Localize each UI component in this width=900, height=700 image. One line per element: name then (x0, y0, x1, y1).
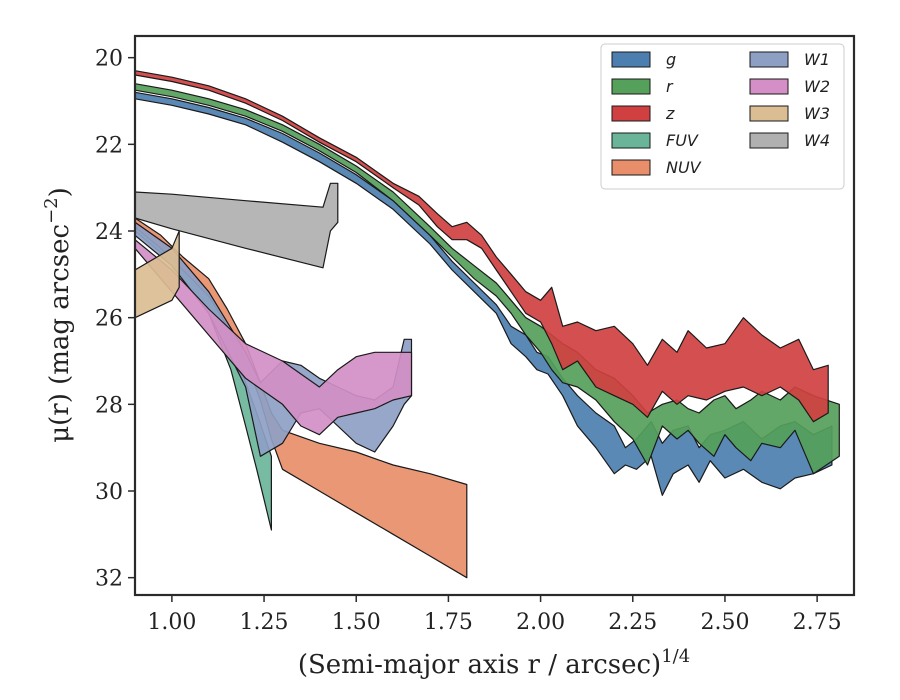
legend-label-nuv: NUV (666, 158, 702, 177)
legend-label-g: g (666, 50, 676, 69)
x-tick-label: 2.50 (700, 610, 749, 635)
x-axis-ticks: 1.00 1.25 1.50 1.75 2.00 2.25 2.50 2.75 (147, 595, 842, 635)
legend-swatch-g (611, 51, 651, 68)
legend-swatch-w1 (749, 51, 789, 68)
legend-swatch-nuv (611, 159, 651, 176)
y-tick-label: 28 (95, 393, 123, 418)
legend-swatch-w2 (749, 78, 789, 95)
band-w4 (135, 182, 339, 269)
legend-swatch-z (611, 105, 651, 122)
y-tick-label: 22 (95, 133, 123, 158)
x-axis-title: (Semi-major axis r / arcsec)1/4 (298, 646, 690, 680)
x-tick-label: 2.00 (516, 610, 565, 635)
legend-label-fuv: FUV (666, 131, 699, 150)
legend-swatch-fuv (611, 132, 651, 149)
y-axis-ticks: 20 22 24 26 28 30 32 (95, 47, 135, 592)
band-z (135, 70, 829, 423)
x-tick-label: 2.75 (793, 610, 842, 635)
x-tick-label: 1.00 (147, 610, 196, 635)
y-tick-label: 20 (95, 47, 123, 72)
band-w3 (135, 230, 180, 319)
legend-label-w4: W4 (804, 131, 830, 150)
legend-label-w2: W2 (804, 77, 830, 96)
x-tick-label: 1.50 (332, 610, 381, 635)
band-g (135, 91, 833, 496)
legend-label-r: r (666, 77, 674, 96)
legend-swatch-r (611, 78, 651, 95)
y-tick-label: 32 (95, 567, 123, 592)
y-tick-label: 30 (95, 480, 123, 505)
y-tick-label: 24 (95, 220, 123, 245)
legend-label-w1: W1 (804, 50, 830, 69)
x-tick-label: 1.75 (424, 610, 473, 635)
legend: grz FUV NUV W1 W2 W3 W4 (600, 43, 845, 190)
band-r (135, 83, 840, 475)
legend-label-z: z (665, 104, 675, 123)
plot-frame (133, 34, 856, 597)
band-w2 (135, 239, 413, 436)
legend-swatch-w3 (749, 105, 789, 122)
y-axis-title: μ(r) (mag arcsec−2) (41, 187, 75, 443)
legend-label-w3: W3 (804, 104, 830, 123)
legend-swatch-w4 (749, 132, 789, 149)
profile-bands (135, 70, 840, 579)
x-tick-label: 2.25 (608, 610, 657, 635)
y-tick-label: 26 (95, 307, 123, 332)
x-tick-label: 1.25 (240, 610, 289, 635)
